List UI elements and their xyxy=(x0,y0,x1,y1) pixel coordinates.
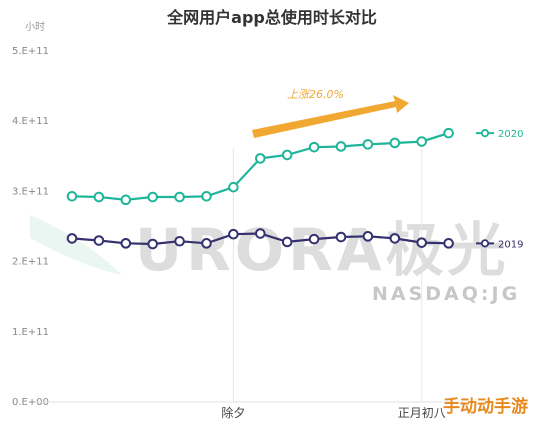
data-point-2019 xyxy=(174,235,185,247)
data-point-2019 xyxy=(201,238,212,249)
data-point-2019 xyxy=(120,238,132,249)
data-point-2020 xyxy=(335,141,347,152)
data-point-2020 xyxy=(308,141,320,153)
data-point-2020 xyxy=(416,136,428,147)
data-point-2020 xyxy=(281,149,293,161)
data-point-2019 xyxy=(228,228,239,240)
growth-annotation: 上涨26.0% xyxy=(252,88,409,138)
legend-label-2019: 2019 xyxy=(498,239,523,250)
series-layer xyxy=(66,127,454,250)
data-point-2020 xyxy=(174,191,185,203)
data-point-2019 xyxy=(389,233,401,244)
data-point-2019 xyxy=(281,236,293,248)
data-point-2020 xyxy=(443,127,454,139)
watermark: URORA极光 NASDAQ:JG xyxy=(30,215,520,305)
y-tick-label: 1.E+11 xyxy=(12,327,49,338)
data-point-2020 xyxy=(93,191,105,203)
data-point-2019 xyxy=(147,238,158,250)
x-tick-label: 正月初八 xyxy=(398,406,446,420)
data-point-2020 xyxy=(362,139,374,150)
data-point-2020 xyxy=(389,137,401,149)
growth-arrow xyxy=(252,95,409,138)
y-tick-label: 0.E+00 xyxy=(12,397,49,408)
data-point-2020 xyxy=(120,194,132,206)
data-point-2019 xyxy=(66,233,78,244)
data-point-2020 xyxy=(228,181,239,193)
data-point-2020 xyxy=(201,191,212,202)
y-tick-label: 2.E+11 xyxy=(12,257,49,268)
x-axis-ticks: 除夕 正月初八 xyxy=(221,405,445,420)
y-tick-label: 5.E+11 xyxy=(12,46,49,57)
watermark-sub: NASDAQ:JG xyxy=(372,283,520,305)
watermark-brand: URORA极光 xyxy=(135,216,510,284)
watermark-logo-shape xyxy=(30,215,122,275)
legend-marker-2020 xyxy=(480,129,490,138)
data-point-2019 xyxy=(416,237,428,248)
legend-marker-2019 xyxy=(480,239,490,248)
chart-title: 全网用户app总使用时长对比 xyxy=(166,8,377,27)
data-point-2019 xyxy=(362,231,374,242)
x-tick-label: 除夕 xyxy=(221,405,245,420)
y-tick-label: 3.E+11 xyxy=(12,186,49,197)
data-point-2020 xyxy=(66,191,78,202)
site-watermark: 手动动手游 xyxy=(443,396,528,417)
y-axis-ticks: 0.E+00 1.E+11 2.E+11 3.E+11 4.E+11 5.E+11 xyxy=(12,46,49,408)
data-point-2019 xyxy=(254,228,266,239)
y-tick-label: 4.E+11 xyxy=(12,116,49,127)
unit-label: 小时 xyxy=(25,21,45,33)
data-point-2019 xyxy=(93,235,105,246)
data-point-2019 xyxy=(443,238,454,249)
growth-annotation-text: 上涨26.0% xyxy=(287,88,344,101)
data-point-2019 xyxy=(308,233,320,245)
data-point-2020 xyxy=(254,153,266,164)
data-point-2020 xyxy=(147,191,158,203)
legend-label-2020: 2020 xyxy=(498,129,523,140)
legend: 2020 2019 xyxy=(476,129,523,250)
data-point-2019 xyxy=(335,231,347,243)
